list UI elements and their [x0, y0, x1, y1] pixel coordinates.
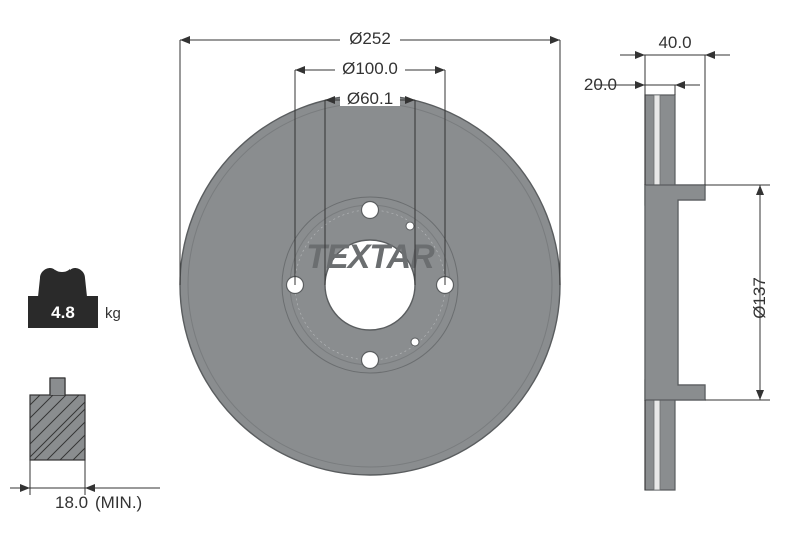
weight-widget: 4.8 kg	[28, 260, 121, 328]
side-width-label: 40.0	[658, 33, 691, 52]
side-height-label: Ø137	[750, 277, 769, 319]
min-thickness-widget: 18.0 (MIN.)	[10, 378, 160, 512]
brand-label: TEXTAR	[306, 238, 435, 276]
bolt-circle-label: Ø100.0	[342, 59, 398, 78]
disc-front-view: TEXTAR	[180, 95, 560, 475]
outer-diameter-label: Ø252	[349, 29, 391, 48]
min-thickness-suffix: (MIN.)	[95, 493, 142, 512]
svg-text:TEXTAR: TEXTAR	[306, 238, 435, 276]
hub-bore-label: Ø60.1	[347, 89, 393, 108]
side-thickness-label: 20.0	[584, 75, 617, 94]
weight-value: 4.8	[51, 303, 75, 322]
weight-unit: kg	[105, 305, 121, 322]
disc-side-view	[645, 95, 705, 490]
min-thickness-value: 18.0	[55, 493, 88, 512]
